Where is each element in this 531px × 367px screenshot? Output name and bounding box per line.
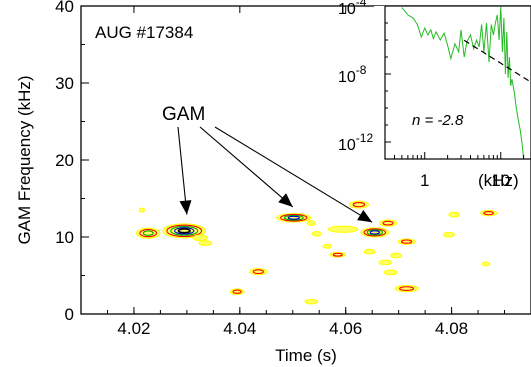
main-y-tick-label-2: 20 bbox=[55, 151, 74, 170]
contour-blob-1-level-2 bbox=[166, 224, 203, 238]
inset-fit-label: n = -2.8 bbox=[412, 112, 464, 129]
main-x-axis: 4.02 4.04 4.06 4.08 bbox=[80, 6, 531, 338]
contour-blob-17-level-1 bbox=[363, 248, 376, 255]
contour-blob-11-level-2 bbox=[352, 202, 366, 208]
gam-arrow-head-0 bbox=[179, 200, 192, 215]
inset-y-tick-label-2: 10-12 bbox=[338, 131, 373, 154]
main-y-axis-label: GAM Frequency (kHz) bbox=[15, 75, 34, 244]
contour-blob-12-level-1 bbox=[327, 225, 359, 233]
inset-y-tick-label-exponent: -12 bbox=[356, 131, 374, 145]
gam-arrow-line-2 bbox=[214, 126, 373, 223]
main-x-tick-label-3: 4.08 bbox=[435, 319, 468, 338]
gam-annotation-label: GAM bbox=[162, 104, 205, 125]
contour-blob-1-level-3 bbox=[170, 225, 199, 236]
contour-blob-2-level-1 bbox=[192, 234, 209, 242]
contour-blob-7-level-2 bbox=[280, 213, 308, 222]
inset-y-tick-label-1: 10-8 bbox=[338, 63, 367, 86]
contour-blob-9-level-1 bbox=[311, 231, 322, 237]
contour-blob-5-level-2 bbox=[252, 269, 264, 275]
contour-blob-21-level-1 bbox=[383, 269, 398, 276]
annotation-arrows bbox=[177, 126, 373, 223]
contour-blob-15-level-3 bbox=[366, 229, 384, 236]
gam-arrow-line-1 bbox=[199, 126, 294, 208]
contour-blob-19-level-1 bbox=[378, 259, 393, 266]
contour-blob-7-level-3 bbox=[283, 214, 304, 221]
main-y-tick-label-1: 10 bbox=[55, 228, 74, 247]
contour-blob-22-level-2 bbox=[399, 286, 415, 291]
gam-arrow-head-1 bbox=[278, 193, 293, 207]
inset-y-tick-label-exponent: -4 bbox=[356, 0, 367, 9]
contour-blob-13-level-2 bbox=[332, 252, 343, 257]
contour-blob-23-level-1 bbox=[443, 231, 455, 238]
inset-y-tick-label-base: 10 bbox=[338, 137, 356, 154]
contour-blob-4-level-1 bbox=[138, 207, 146, 213]
contour-blob-24-level-1 bbox=[448, 211, 461, 218]
inset-fit-line bbox=[463, 39, 530, 82]
inset-y-tick-label-0: 10-4 bbox=[338, 0, 367, 18]
contour-blob-20-level-2 bbox=[400, 239, 413, 244]
main-chart: 4.02 4.04 4.06 4.08 0 10 20 30 40 AUG #17384 GA… bbox=[15, 0, 531, 365]
inset-y-tick-label-exponent: -8 bbox=[356, 63, 367, 77]
contour-blob-1-level-4 bbox=[174, 227, 195, 235]
contour-blob-0-level-3 bbox=[142, 230, 154, 236]
inset-x-axis-label: (kHz) bbox=[478, 171, 519, 190]
shot-annotation: AUG #17384 bbox=[95, 23, 193, 42]
contour-blob-6-level-2 bbox=[232, 289, 242, 294]
inset-y-axis: 10-410-810-12 bbox=[338, 0, 391, 160]
contour-blob-8-level-1 bbox=[306, 220, 317, 227]
inset-y-tick-label-base: 10 bbox=[338, 1, 356, 18]
contour-blob-1-level-1 bbox=[162, 223, 206, 239]
gam-arrow-head-2 bbox=[357, 209, 373, 223]
inset-x-tick-label-0: 1 bbox=[420, 171, 429, 190]
contour-blob-16-level-2 bbox=[382, 220, 394, 226]
inset-spectrum-line bbox=[401, 6, 525, 160]
contour-blob-7-level-4 bbox=[287, 215, 301, 220]
inset-series-layer bbox=[401, 6, 530, 160]
main-y-tick-label-4: 40 bbox=[55, 0, 74, 16]
contour-blob-14-level-1 bbox=[322, 243, 332, 249]
main-y-axis: 0 10 20 30 40 bbox=[55, 0, 89, 324]
contour-blob-10-level-1 bbox=[304, 298, 319, 305]
main-y-tick-label-3: 30 bbox=[55, 74, 74, 93]
main-x-tick-label-0: 4.02 bbox=[117, 319, 150, 338]
inset-chart: 1 10 10-410-810-12 n = -2.8 (kHz) bbox=[338, 0, 531, 190]
contour-layer bbox=[136, 200, 498, 305]
contour-blob-18-level-1 bbox=[390, 252, 402, 259]
inset-fit-label-text: n = -2.8 bbox=[412, 112, 464, 129]
contour-blob-25-level-2 bbox=[483, 210, 494, 216]
main-x-axis-label: Time (s) bbox=[275, 346, 337, 365]
inset-plot-frame bbox=[384, 5, 531, 160]
main-x-tick-label-1: 4.04 bbox=[223, 319, 256, 338]
contour-blob-15-level-2 bbox=[363, 228, 387, 237]
main-x-tick-label-2: 4.06 bbox=[329, 319, 362, 338]
main-y-tick-label-0: 0 bbox=[65, 305, 74, 324]
inset-background bbox=[374, 6, 531, 159]
contour-blob-1-level-5 bbox=[177, 228, 191, 234]
gam-arrow-line-0 bbox=[177, 126, 188, 215]
inset-x-tick-label-1: 10 bbox=[491, 171, 510, 190]
contour-blob-26-level-1 bbox=[481, 261, 491, 267]
inset-y-tick-label-base: 10 bbox=[338, 69, 356, 86]
contour-blob-0-level-2 bbox=[139, 229, 158, 238]
contour-blob-15-level-4 bbox=[369, 230, 380, 235]
contour-blob-3-level-1 bbox=[198, 240, 213, 247]
inset-x-axis: 1 10 bbox=[393, 152, 525, 190]
